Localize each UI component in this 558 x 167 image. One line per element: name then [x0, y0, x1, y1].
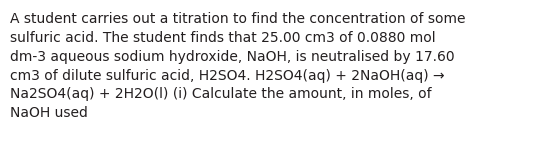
Text: A student carries out a titration to find the concentration of some
sulfuric aci: A student carries out a titration to fin…: [10, 12, 465, 120]
